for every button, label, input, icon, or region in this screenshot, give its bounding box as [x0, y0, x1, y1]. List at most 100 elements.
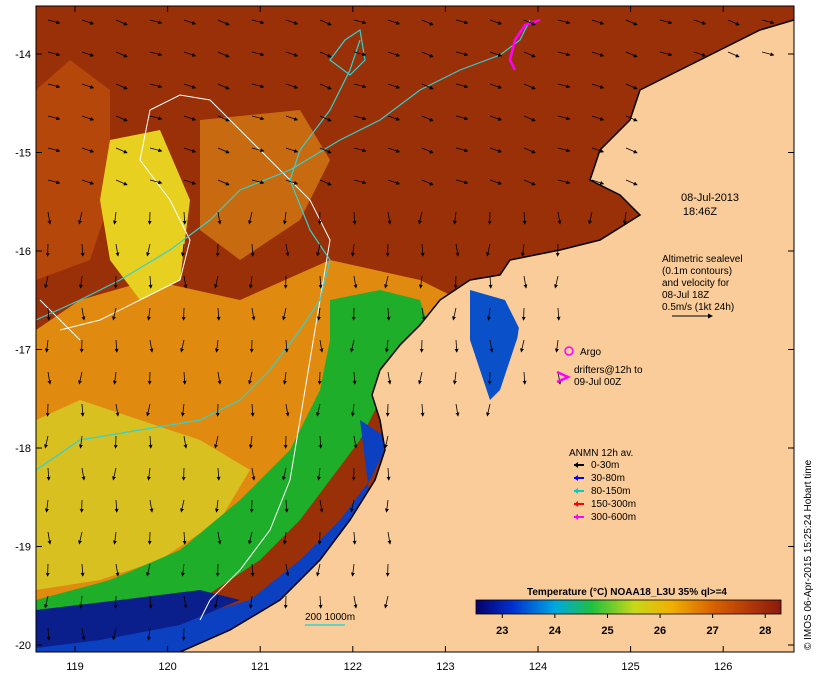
- velocity-arrow: [455, 243, 460, 257]
- isobath-200m: [36, 39, 361, 471]
- velocity-arrow: [387, 147, 401, 153]
- velocity-arrow: [284, 499, 289, 513]
- colorbar-tick-label: 28: [759, 625, 771, 637]
- timestamp-time: 18:46Z: [683, 206, 718, 218]
- velocity-arrow: [114, 499, 119, 513]
- velocity-arrow: [251, 307, 256, 321]
- lat-tick-label: -18: [15, 443, 31, 455]
- velocity-arrow: [282, 307, 287, 321]
- velocity-arrow: [115, 51, 128, 58]
- velocity-arrow: [183, 115, 197, 121]
- velocity-arrow: [214, 595, 219, 609]
- velocity-arrow: [285, 19, 299, 25]
- velocity-arrow: [149, 19, 163, 25]
- velocity-arrow: [386, 307, 391, 321]
- velocity-arrow: [350, 339, 355, 353]
- velocity-arrow: [183, 83, 197, 89]
- colorbar-tick-label: 23: [496, 625, 508, 637]
- velocity-arrow: [523, 83, 536, 90]
- velocity-arrow: [455, 403, 460, 417]
- velocity-arrow: [387, 531, 392, 545]
- altimetry-note-line-1: Altimetric sealevel: [662, 254, 743, 265]
- velocity-arrow: [420, 403, 425, 417]
- velocity-arrow: [387, 115, 401, 121]
- lon-tick-label: 124: [529, 661, 547, 673]
- lon-tick-label: 121: [251, 661, 269, 673]
- velocity-arrow: [182, 531, 187, 545]
- lon-tick-label: 119: [66, 661, 84, 673]
- velocity-arrow: [248, 435, 253, 449]
- velocity-arrow: [384, 435, 389, 449]
- velocity-arrow: [455, 115, 469, 121]
- velocity-arrow: [251, 179, 265, 185]
- velocity-arrow: [115, 403, 120, 417]
- velocity-arrow: [387, 51, 401, 57]
- velocity-arrow: [421, 179, 434, 186]
- velocity-arrow: [149, 147, 163, 153]
- velocity-arrow: [248, 275, 253, 289]
- velocity-arrow: [318, 435, 323, 449]
- drifters-label-line-1: drifters@12h to: [574, 365, 643, 376]
- colorbar-tick-label: 25: [601, 625, 613, 637]
- ocean-band-green: [36, 290, 430, 630]
- velocity-arrow: [149, 179, 163, 185]
- velocity-arrow: [248, 371, 253, 385]
- anmn-legend-label: 300-600m: [591, 512, 636, 523]
- velocity-arrow: [319, 499, 324, 513]
- lat-tick-label: -15: [15, 148, 31, 160]
- velocity-arrow: [387, 19, 401, 25]
- velocity-arrow: [486, 307, 491, 321]
- velocity-arrow: [386, 467, 391, 481]
- velocity-arrow: [214, 339, 219, 353]
- velocity-arrow: [44, 595, 49, 609]
- velocity-arrow: [183, 275, 188, 289]
- velocity-arrow: [251, 147, 265, 153]
- velocity-arrow: [115, 19, 128, 26]
- velocity-arrow: [217, 371, 222, 385]
- velocity-arrow: [46, 307, 51, 321]
- velocity-arrow: [47, 179, 61, 185]
- velocity-arrow: [316, 307, 321, 321]
- velocity-arrow: [522, 211, 527, 225]
- velocity-arrow: [251, 51, 265, 57]
- velocity-arrow: [216, 307, 221, 321]
- velocity-arrow: [316, 467, 321, 481]
- velocity-arrow: [47, 371, 52, 385]
- velocity-arrow: [146, 243, 151, 257]
- velocity-arrow: [112, 371, 117, 385]
- velocity-arrow: [81, 115, 95, 121]
- lat-tick-label: -19: [15, 542, 31, 554]
- velocity-arrow: [591, 51, 605, 57]
- velocity-arrow: [693, 19, 707, 25]
- velocity-arrow: [350, 403, 355, 417]
- velocity-arrow: [421, 307, 426, 321]
- velocity-arrow: [350, 243, 355, 257]
- longitude-axis: 119 120 121 122 123 124 125 126: [66, 6, 732, 673]
- isobath-1000m: [36, 19, 531, 321]
- velocity-arrow: [489, 339, 494, 353]
- velocity-arrow: [418, 371, 423, 385]
- velocity-arrow: [319, 179, 332, 186]
- lon-tick-label: 126: [714, 661, 732, 673]
- lon-tick-label: 122: [344, 661, 362, 673]
- velocity-arrow: [353, 435, 358, 449]
- velocity-arrow: [81, 307, 86, 321]
- velocity-arrow: [387, 83, 401, 89]
- velocity-arrow: [557, 83, 571, 89]
- velocity-arrow: [522, 371, 527, 385]
- velocity-arrow: [489, 179, 503, 185]
- velocity-arrow: [452, 307, 457, 321]
- velocity-arrow: [454, 339, 459, 353]
- velocity-arrow: [78, 531, 83, 545]
- lon-tick-label: 123: [436, 661, 454, 673]
- velocity-arrow: [282, 211, 287, 225]
- velocity-arrow: [557, 51, 571, 57]
- velocity-arrow: [44, 339, 49, 353]
- velocity-arrow: [353, 595, 358, 609]
- velocity-arrow: [319, 19, 332, 26]
- lon-tick-label: 120: [158, 661, 176, 673]
- velocity-arrow: [47, 115, 61, 121]
- velocity-arrow: [180, 243, 185, 257]
- anmn-legend-label: 30-80m: [591, 473, 625, 484]
